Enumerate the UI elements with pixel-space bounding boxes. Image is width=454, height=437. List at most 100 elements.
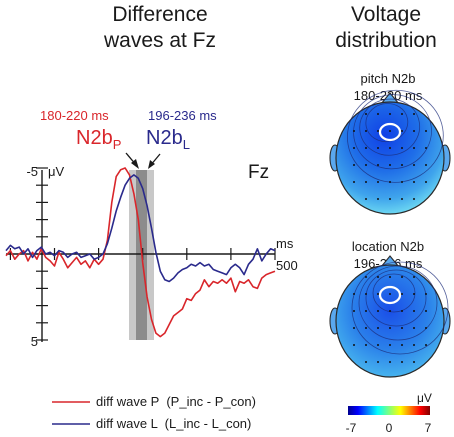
- colorbar: μV -7 0 7: [346, 391, 432, 435]
- electrode-dot: [353, 164, 355, 166]
- electrode-dot: [401, 113, 403, 115]
- electrode-dot: [365, 361, 367, 363]
- electrode-dot: [377, 344, 379, 346]
- electrode-dot: [365, 147, 367, 149]
- electrode-dot: [365, 130, 367, 132]
- electrode-dot: [389, 113, 391, 115]
- colorbar-tick-max: 7: [425, 421, 432, 435]
- pitch-topomap: [329, 89, 451, 215]
- y-tick-label-bottom: 5: [31, 334, 38, 349]
- electrode-dot: [365, 310, 367, 312]
- erp-chart: -5 5 μV ms 500 Fz 180-220 ms 196-236 ms …: [5, 108, 298, 349]
- electrode-dot: [413, 361, 415, 363]
- electrode-dot: [377, 181, 379, 183]
- y-unit-label: μV: [48, 164, 64, 179]
- electrode-dot: [377, 130, 379, 132]
- electrode-dot: [413, 181, 415, 183]
- electrode-dot: [377, 198, 379, 200]
- electrode-dot: [425, 130, 427, 132]
- x-tick-label-500: 500: [276, 258, 298, 273]
- wave-line-p: [5, 167, 276, 338]
- window-p-range: 180-220 ms: [40, 108, 109, 123]
- n2b-p-label: N2bP: [76, 127, 121, 152]
- voltage-distribution-heading: Voltage distribution: [318, 2, 454, 54]
- electrode-dot: [413, 344, 415, 346]
- electrode-dot: [377, 310, 379, 312]
- map-title-line-1: location N2b: [351, 239, 425, 254]
- electrode-dot: [425, 164, 427, 166]
- electrode-dot: [401, 181, 403, 183]
- map-title-line-1: pitch N2b: [360, 71, 416, 86]
- component-name: N2b: [146, 127, 183, 149]
- legend-label-l: diff wave L (L_inc - L_con): [96, 416, 251, 431]
- contour-line: [347, 89, 444, 183]
- electrode-dot: [413, 293, 415, 295]
- heading-line-2: waves at Fz: [103, 29, 217, 52]
- fz-highlight-circle: [378, 285, 402, 305]
- electrode-dot: [425, 147, 427, 149]
- electrode-dot: [353, 147, 355, 149]
- electrode-dot: [377, 113, 379, 115]
- electrode-dot: [389, 293, 391, 295]
- electrode-dot: [365, 198, 367, 200]
- electrode-dot: [365, 344, 367, 346]
- component-subscript: P: [113, 137, 122, 152]
- heading-line-1: Difference: [112, 3, 208, 26]
- electrode-dot: [389, 327, 391, 329]
- legend: diff wave P (P_inc - P_con) diff wave L …: [52, 394, 256, 431]
- electrode-dot: [365, 113, 367, 115]
- contour-line: [365, 103, 409, 143]
- electrode-dot: [401, 164, 403, 166]
- electrode-dot: [389, 147, 391, 149]
- electrode-dot: [377, 293, 379, 295]
- electrode-dot: [401, 344, 403, 346]
- contour-line: [359, 98, 421, 156]
- electrode-dot: [401, 198, 403, 200]
- electrode-dot: [413, 113, 415, 115]
- electrode-dot: [377, 147, 379, 149]
- electrode-dot: [389, 361, 391, 363]
- electrode-dot: [401, 327, 403, 329]
- electrode-dot: [413, 276, 415, 278]
- electrode-dot: [401, 147, 403, 149]
- electrode-dot: [377, 276, 379, 278]
- component-name: N2b: [76, 127, 113, 149]
- arrow-head-p: [131, 159, 139, 169]
- electrode-dot: [389, 276, 391, 278]
- electrode-dot: [401, 361, 403, 363]
- wave-line-l: [5, 174, 276, 283]
- electrode-dot: [389, 344, 391, 346]
- electrode-dot: [365, 164, 367, 166]
- electrode-dot: [425, 344, 427, 346]
- colorbar-tick-min: -7: [346, 421, 357, 435]
- component-subscript: L: [183, 137, 190, 152]
- electrode-dot: [365, 327, 367, 329]
- electrode-dot: [353, 130, 355, 132]
- electrode-dot: [389, 164, 391, 166]
- electrode-dot: [413, 310, 415, 312]
- electrode-dot: [425, 181, 427, 183]
- nose-outline: [380, 92, 400, 105]
- contour-line: [365, 269, 427, 327]
- electrode-dot: [389, 130, 391, 132]
- location-topomap: [329, 255, 451, 378]
- electrode-dot: [389, 181, 391, 183]
- electrode-dot: [401, 293, 403, 295]
- electrode-dot: [389, 310, 391, 312]
- electrode-dot: [365, 276, 367, 278]
- scalp-outline: [335, 101, 445, 215]
- electrode-dot: [353, 310, 355, 312]
- electrode-dot: [377, 164, 379, 166]
- electrode-dot: [413, 164, 415, 166]
- electrode-dot: [365, 293, 367, 295]
- arrow-head-l: [148, 160, 155, 169]
- electrode-dot: [353, 344, 355, 346]
- electrode-dot: [413, 198, 415, 200]
- difference-waves-heading: Difference waves at Fz: [70, 2, 250, 54]
- heading-line-2: distribution: [335, 29, 437, 52]
- electrode-dot: [413, 130, 415, 132]
- scalp-outline: [335, 264, 445, 378]
- electrode-dot: [401, 130, 403, 132]
- waveform-series: [5, 167, 276, 338]
